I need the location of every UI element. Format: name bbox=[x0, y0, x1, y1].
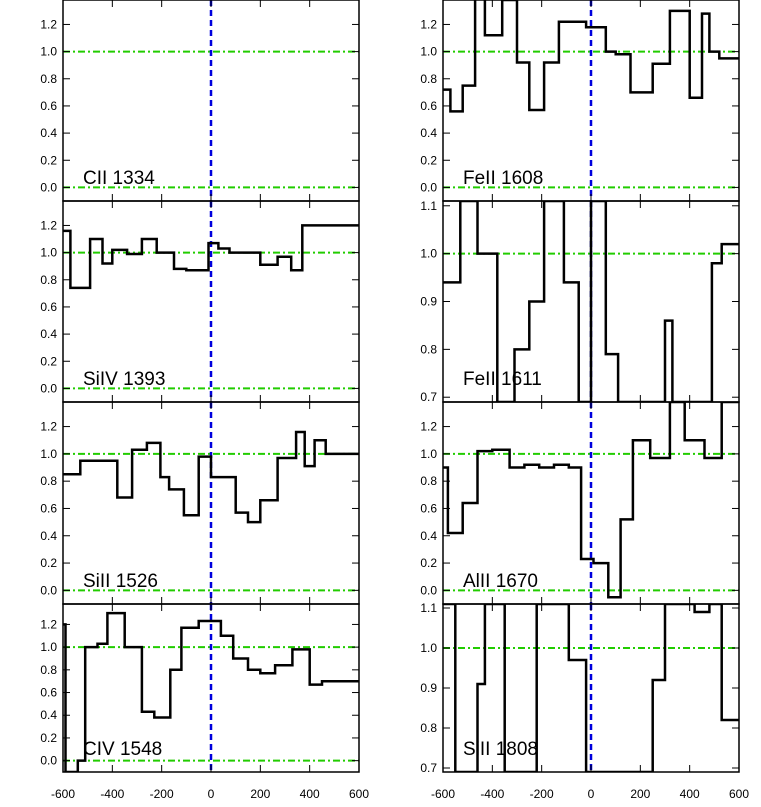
y-tick-label: 1.2 bbox=[40, 420, 57, 434]
y-tick-label: 0.4 bbox=[40, 327, 57, 341]
flux-series bbox=[63, 430, 359, 524]
x-tick-label: -400 bbox=[480, 787, 504, 801]
panel-label: CII 1334 bbox=[83, 168, 155, 189]
y-tick-label: 0.2 bbox=[40, 731, 57, 745]
y-tick-label: 0.9 bbox=[420, 295, 437, 309]
panel-label: SiII 1808 bbox=[463, 739, 538, 760]
y-tick-label: 0.8 bbox=[40, 474, 57, 488]
y-tick-label: 1.0 bbox=[40, 640, 57, 654]
x-tick-label: 600 bbox=[349, 787, 369, 801]
y-tick-label: 1.2 bbox=[40, 17, 57, 31]
y-tick-label: 0.2 bbox=[420, 153, 437, 167]
y-tick-label: 0.7 bbox=[420, 390, 437, 404]
panel-label: SiIV 1393 bbox=[83, 369, 165, 390]
y-tick-label: 0.4 bbox=[420, 529, 437, 543]
panel-feii-1611: 0.7 0.8 0.9 1.0 1.1 FeII 1611 bbox=[420, 199, 740, 404]
flux-series bbox=[63, 224, 359, 290]
y-tick-label: 0.8 bbox=[420, 342, 437, 356]
panel-siiv-1393: 0.0 0.2 0.4 0.6 0.8 1.0 1.2 SiIV 1393 bbox=[40, 200, 360, 403]
y-tick-label: 0.0 bbox=[420, 180, 437, 194]
panel-civ-1548: 0.0 0.2 0.4 0.6 0.8 1.0 1.2 CIV 1548 bbox=[40, 603, 360, 773]
y-tick-label: 0.0 bbox=[40, 754, 57, 768]
y-tick-label: 0.0 bbox=[40, 381, 57, 395]
x-tick-label: 200 bbox=[630, 787, 650, 801]
x-tick-label: 200 bbox=[250, 787, 270, 801]
flux-series bbox=[443, 0, 739, 113]
y-tick-label: 0.2 bbox=[40, 153, 57, 167]
panel-label: CIV 1548 bbox=[83, 739, 162, 760]
panel-label: AlII 1670 bbox=[463, 571, 538, 592]
y-tick-label: 0.4 bbox=[40, 529, 57, 543]
y-tick-label: 0.8 bbox=[40, 663, 57, 677]
y-tick-label: 1.0 bbox=[420, 247, 437, 261]
panel-feii-1608: 0.0 0.2 0.4 0.6 0.8 1.0 1.2 FeII 1608 bbox=[420, 0, 740, 202]
y-tick-label: 0.8 bbox=[420, 721, 437, 735]
flux-series bbox=[443, 604, 739, 772]
flux-series bbox=[63, 611, 359, 772]
flux-series bbox=[443, 402, 739, 599]
y-tick-label: 1.0 bbox=[40, 447, 57, 461]
y-tick-label: 1.1 bbox=[420, 601, 437, 615]
panel-siii-1526: 0.0 0.2 0.4 0.6 0.8 1.0 1.2 SiII 1526 bbox=[40, 401, 360, 605]
y-tick-label: 0.6 bbox=[40, 686, 57, 700]
y-tick-label: 0.4 bbox=[420, 126, 437, 140]
y-tick-label: 0.4 bbox=[40, 708, 57, 722]
y-tick-label: 0.0 bbox=[40, 583, 57, 597]
flux-series bbox=[443, 201, 739, 402]
x-tick-label: 0 bbox=[208, 787, 215, 801]
panel-alii-1670: 0.0 0.2 0.4 0.6 0.8 1.0 1.2 AlII 1670 bbox=[420, 401, 740, 605]
y-tick-label: 1.0 bbox=[40, 246, 57, 260]
y-tick-label: 0.8 bbox=[40, 72, 57, 86]
x-tick-label: -400 bbox=[100, 787, 124, 801]
y-tick-label: 0.6 bbox=[40, 99, 57, 113]
y-tick-label: 0.2 bbox=[420, 556, 437, 570]
y-tick-label: 0.4 bbox=[40, 126, 57, 140]
y-tick-label: 0.2 bbox=[40, 354, 57, 368]
panel-label: FeII 1608 bbox=[463, 168, 543, 189]
y-tick-label: 0.0 bbox=[420, 583, 437, 597]
x-tick-label: 600 bbox=[729, 787, 749, 801]
y-tick-label: 0.9 bbox=[420, 681, 437, 695]
y-tick-label: 0.8 bbox=[40, 273, 57, 287]
x-tick-label: 400 bbox=[300, 787, 320, 801]
y-tick-label: 0.2 bbox=[40, 556, 57, 570]
y-tick-label: 1.1 bbox=[420, 199, 437, 213]
x-tick-label: 400 bbox=[680, 787, 700, 801]
y-tick-label: 0.0 bbox=[40, 180, 57, 194]
y-tick-label: 0.7 bbox=[420, 761, 437, 775]
panel-label: FeII 1611 bbox=[463, 369, 542, 390]
y-tick-label: 1.0 bbox=[40, 45, 57, 59]
y-tick-label: 1.0 bbox=[420, 641, 437, 655]
y-tick-label: 1.2 bbox=[40, 617, 57, 631]
x-tick-label: -600 bbox=[431, 787, 455, 801]
panel-label: SiII 1526 bbox=[83, 571, 158, 592]
y-tick-label: 1.2 bbox=[420, 420, 437, 434]
panel-siii-1808: 0.7 0.8 0.9 1.0 1.1 SiII 1808 bbox=[420, 601, 740, 775]
y-tick-label: 1.2 bbox=[420, 17, 437, 31]
y-tick-label: 0.8 bbox=[420, 72, 437, 86]
x-tick-label: -200 bbox=[530, 787, 554, 801]
x-tick-label: 0 bbox=[588, 787, 595, 801]
y-tick-label: 0.6 bbox=[40, 300, 57, 314]
y-tick-label: 1.0 bbox=[420, 45, 437, 59]
x-tick-label: -200 bbox=[150, 787, 174, 801]
y-tick-label: 1.0 bbox=[420, 447, 437, 461]
y-tick-label: 1.2 bbox=[40, 218, 57, 232]
x-tick-label: -600 bbox=[51, 787, 75, 801]
panel-cii-1334: 0.0 0.2 0.4 0.6 0.8 1.0 1.2 CII 1334 bbox=[40, 0, 360, 202]
y-tick-label: 0.8 bbox=[420, 474, 437, 488]
y-tick-label: 0.6 bbox=[40, 501, 57, 515]
y-tick-label: 0.6 bbox=[420, 99, 437, 113]
y-tick-label: 0.6 bbox=[420, 501, 437, 515]
